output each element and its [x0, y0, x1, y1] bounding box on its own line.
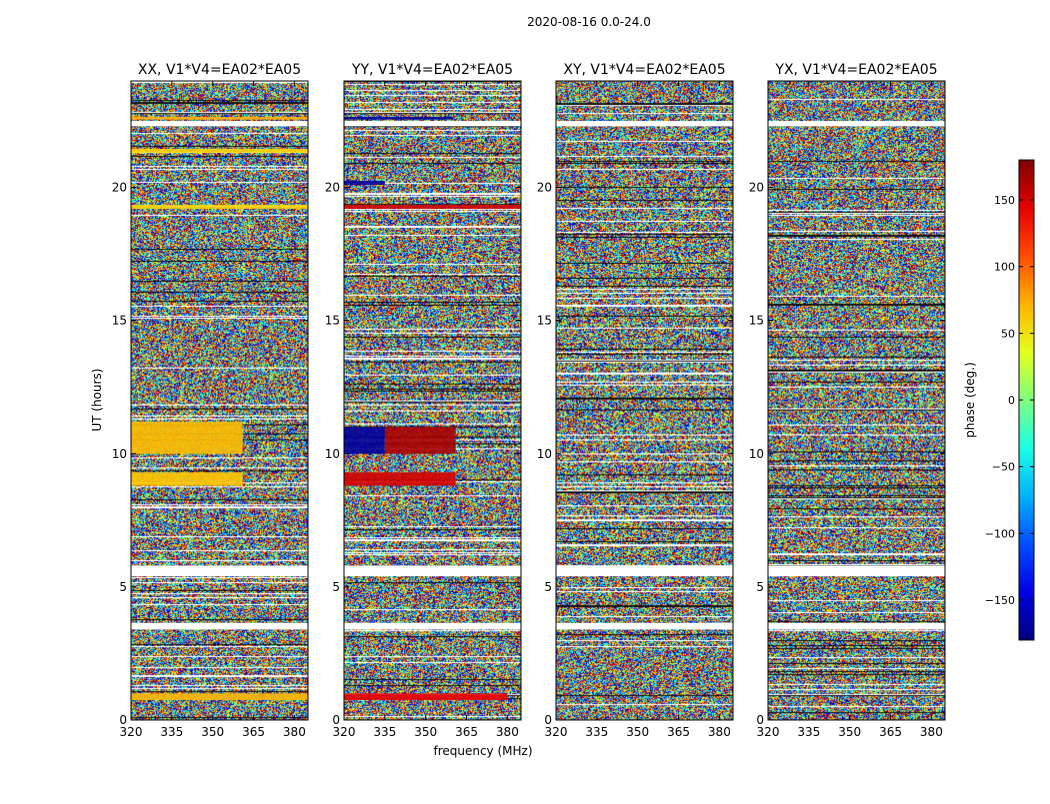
coherent-region — [384, 427, 456, 454]
colorbar-tick-label: −100 — [985, 527, 1015, 540]
y-tick-label: 0 — [756, 713, 764, 727]
panel-3: YX, V1*V4=EA02*EA05 320 335 350 365 380 0 5 10 15… — [749, 62, 946, 739]
x-tick-label: 335 — [160, 725, 183, 739]
x-tick-label: 320 — [120, 725, 143, 739]
x-tick-label: 320 — [333, 725, 356, 739]
x-tick-label: 350 — [626, 725, 649, 739]
x-tick-label: 380 — [496, 725, 519, 739]
panel-title: YX, V1*V4=EA02*EA05 — [774, 62, 937, 78]
y-tick-label: 10 — [537, 447, 552, 461]
colorbar-label: phase (deg.) — [963, 362, 977, 438]
x-tick-label: 380 — [708, 725, 731, 739]
y-tick-label: 0 — [544, 713, 552, 727]
heatmap-image — [556, 81, 733, 720]
colorbar-tick-label: −50 — [992, 461, 1015, 474]
flagged-band — [556, 622, 733, 630]
x-tick-label: 365 — [242, 725, 265, 739]
x-tick-label: 335 — [373, 725, 396, 739]
coherent-region — [131, 148, 308, 153]
coherent-region — [131, 693, 308, 701]
flagged-band — [556, 565, 733, 577]
y-tick-label: 20 — [325, 181, 340, 195]
panel-frame — [555, 80, 734, 721]
coherent-region — [131, 472, 243, 486]
x-tick-label: 380 — [283, 725, 306, 739]
colorbar-tick-label: 0 — [1008, 394, 1015, 407]
panel-title: YY, V1*V4=EA02*EA05 — [351, 62, 513, 78]
panels: XX, V1*V4=EA02*EA05 320 335 350 365 380 0 5 10 15… — [112, 62, 946, 739]
coherent-region — [344, 180, 385, 185]
coherent-region — [344, 472, 456, 486]
colorbar-tick-label: 150 — [994, 194, 1015, 207]
chart-title: 2020-08-16 0.0-24.0 — [527, 15, 651, 29]
x-tick-label: 320 — [757, 725, 780, 739]
colorbar-tick-label: 100 — [994, 261, 1015, 274]
y-tick-label: 20 — [112, 181, 127, 195]
y-tick-label: 10 — [112, 447, 127, 461]
x-tick-label: 365 — [879, 725, 902, 739]
y-tick-label: 5 — [332, 580, 340, 594]
x-tick-label: 365 — [667, 725, 690, 739]
coherent-region — [131, 421, 243, 454]
y-axis-label: UT (hours) — [90, 368, 104, 431]
flagged-band — [344, 565, 521, 577]
y-tick-label: 0 — [119, 713, 127, 727]
panel-frame — [767, 80, 946, 721]
y-tick-label: 5 — [119, 580, 127, 594]
flagged-band — [344, 120, 521, 127]
heatmap-image — [131, 81, 308, 720]
panel-frame — [343, 80, 522, 721]
y-tick-label: 5 — [756, 580, 764, 594]
coherent-region — [131, 204, 308, 209]
x-tick-label: 335 — [585, 725, 608, 739]
flagged-band — [768, 622, 945, 630]
y-tick-label: 5 — [544, 580, 552, 594]
flagged-band — [768, 120, 945, 127]
panel-frame — [130, 80, 309, 721]
y-tick-label: 15 — [749, 314, 764, 328]
x-axis-label: frequency (MHz) — [433, 744, 532, 758]
coherent-region — [344, 693, 508, 701]
panel-title: XY, V1*V4=EA02*EA05 — [563, 62, 725, 78]
heatmap-image — [344, 81, 521, 720]
flagged-band — [131, 565, 308, 577]
y-tick-label: 20 — [537, 181, 552, 195]
coherent-region — [344, 204, 521, 209]
coherent-region — [344, 427, 385, 454]
y-tick-label: 10 — [749, 447, 764, 461]
x-tick-label: 320 — [545, 725, 568, 739]
flagged-band — [556, 120, 733, 127]
x-tick-label: 335 — [797, 725, 820, 739]
x-tick-label: 350 — [414, 725, 437, 739]
panel-2: XY, V1*V4=EA02*EA05 320 335 350 365 380 0 5 10 15… — [537, 62, 734, 739]
x-tick-label: 350 — [838, 725, 861, 739]
colorbar-tick-label: 50 — [1001, 327, 1015, 340]
flagged-band — [131, 622, 308, 630]
panel-1: YY, V1*V4=EA02*EA05 320 335 350 365 380 0 5 10 15… — [325, 62, 522, 739]
panel-title: XX, V1*V4=EA02*EA05 — [138, 62, 301, 78]
x-tick-label: 350 — [201, 725, 224, 739]
flagged-band — [131, 120, 308, 127]
y-tick-label: 10 — [325, 447, 340, 461]
y-tick-label: 15 — [112, 314, 127, 328]
colorbar-tick-label: −150 — [985, 594, 1015, 607]
y-tick-label: 15 — [325, 314, 340, 328]
y-tick-label: 20 — [749, 181, 764, 195]
y-tick-label: 15 — [537, 314, 552, 328]
x-tick-label: 380 — [920, 725, 943, 739]
x-tick-label: 365 — [455, 725, 478, 739]
flagged-band — [344, 622, 521, 630]
coherent-region — [344, 116, 453, 120]
coherent-region — [131, 116, 308, 120]
heatmap-image — [768, 81, 945, 720]
y-tick-label: 0 — [332, 713, 340, 727]
flagged-band — [768, 565, 945, 577]
panel-0: XX, V1*V4=EA02*EA05 320 335 350 365 380 0 5 10 15… — [112, 62, 309, 739]
colorbar: 150 100 50 0 −50 −100 −150 — [985, 159, 1035, 641]
